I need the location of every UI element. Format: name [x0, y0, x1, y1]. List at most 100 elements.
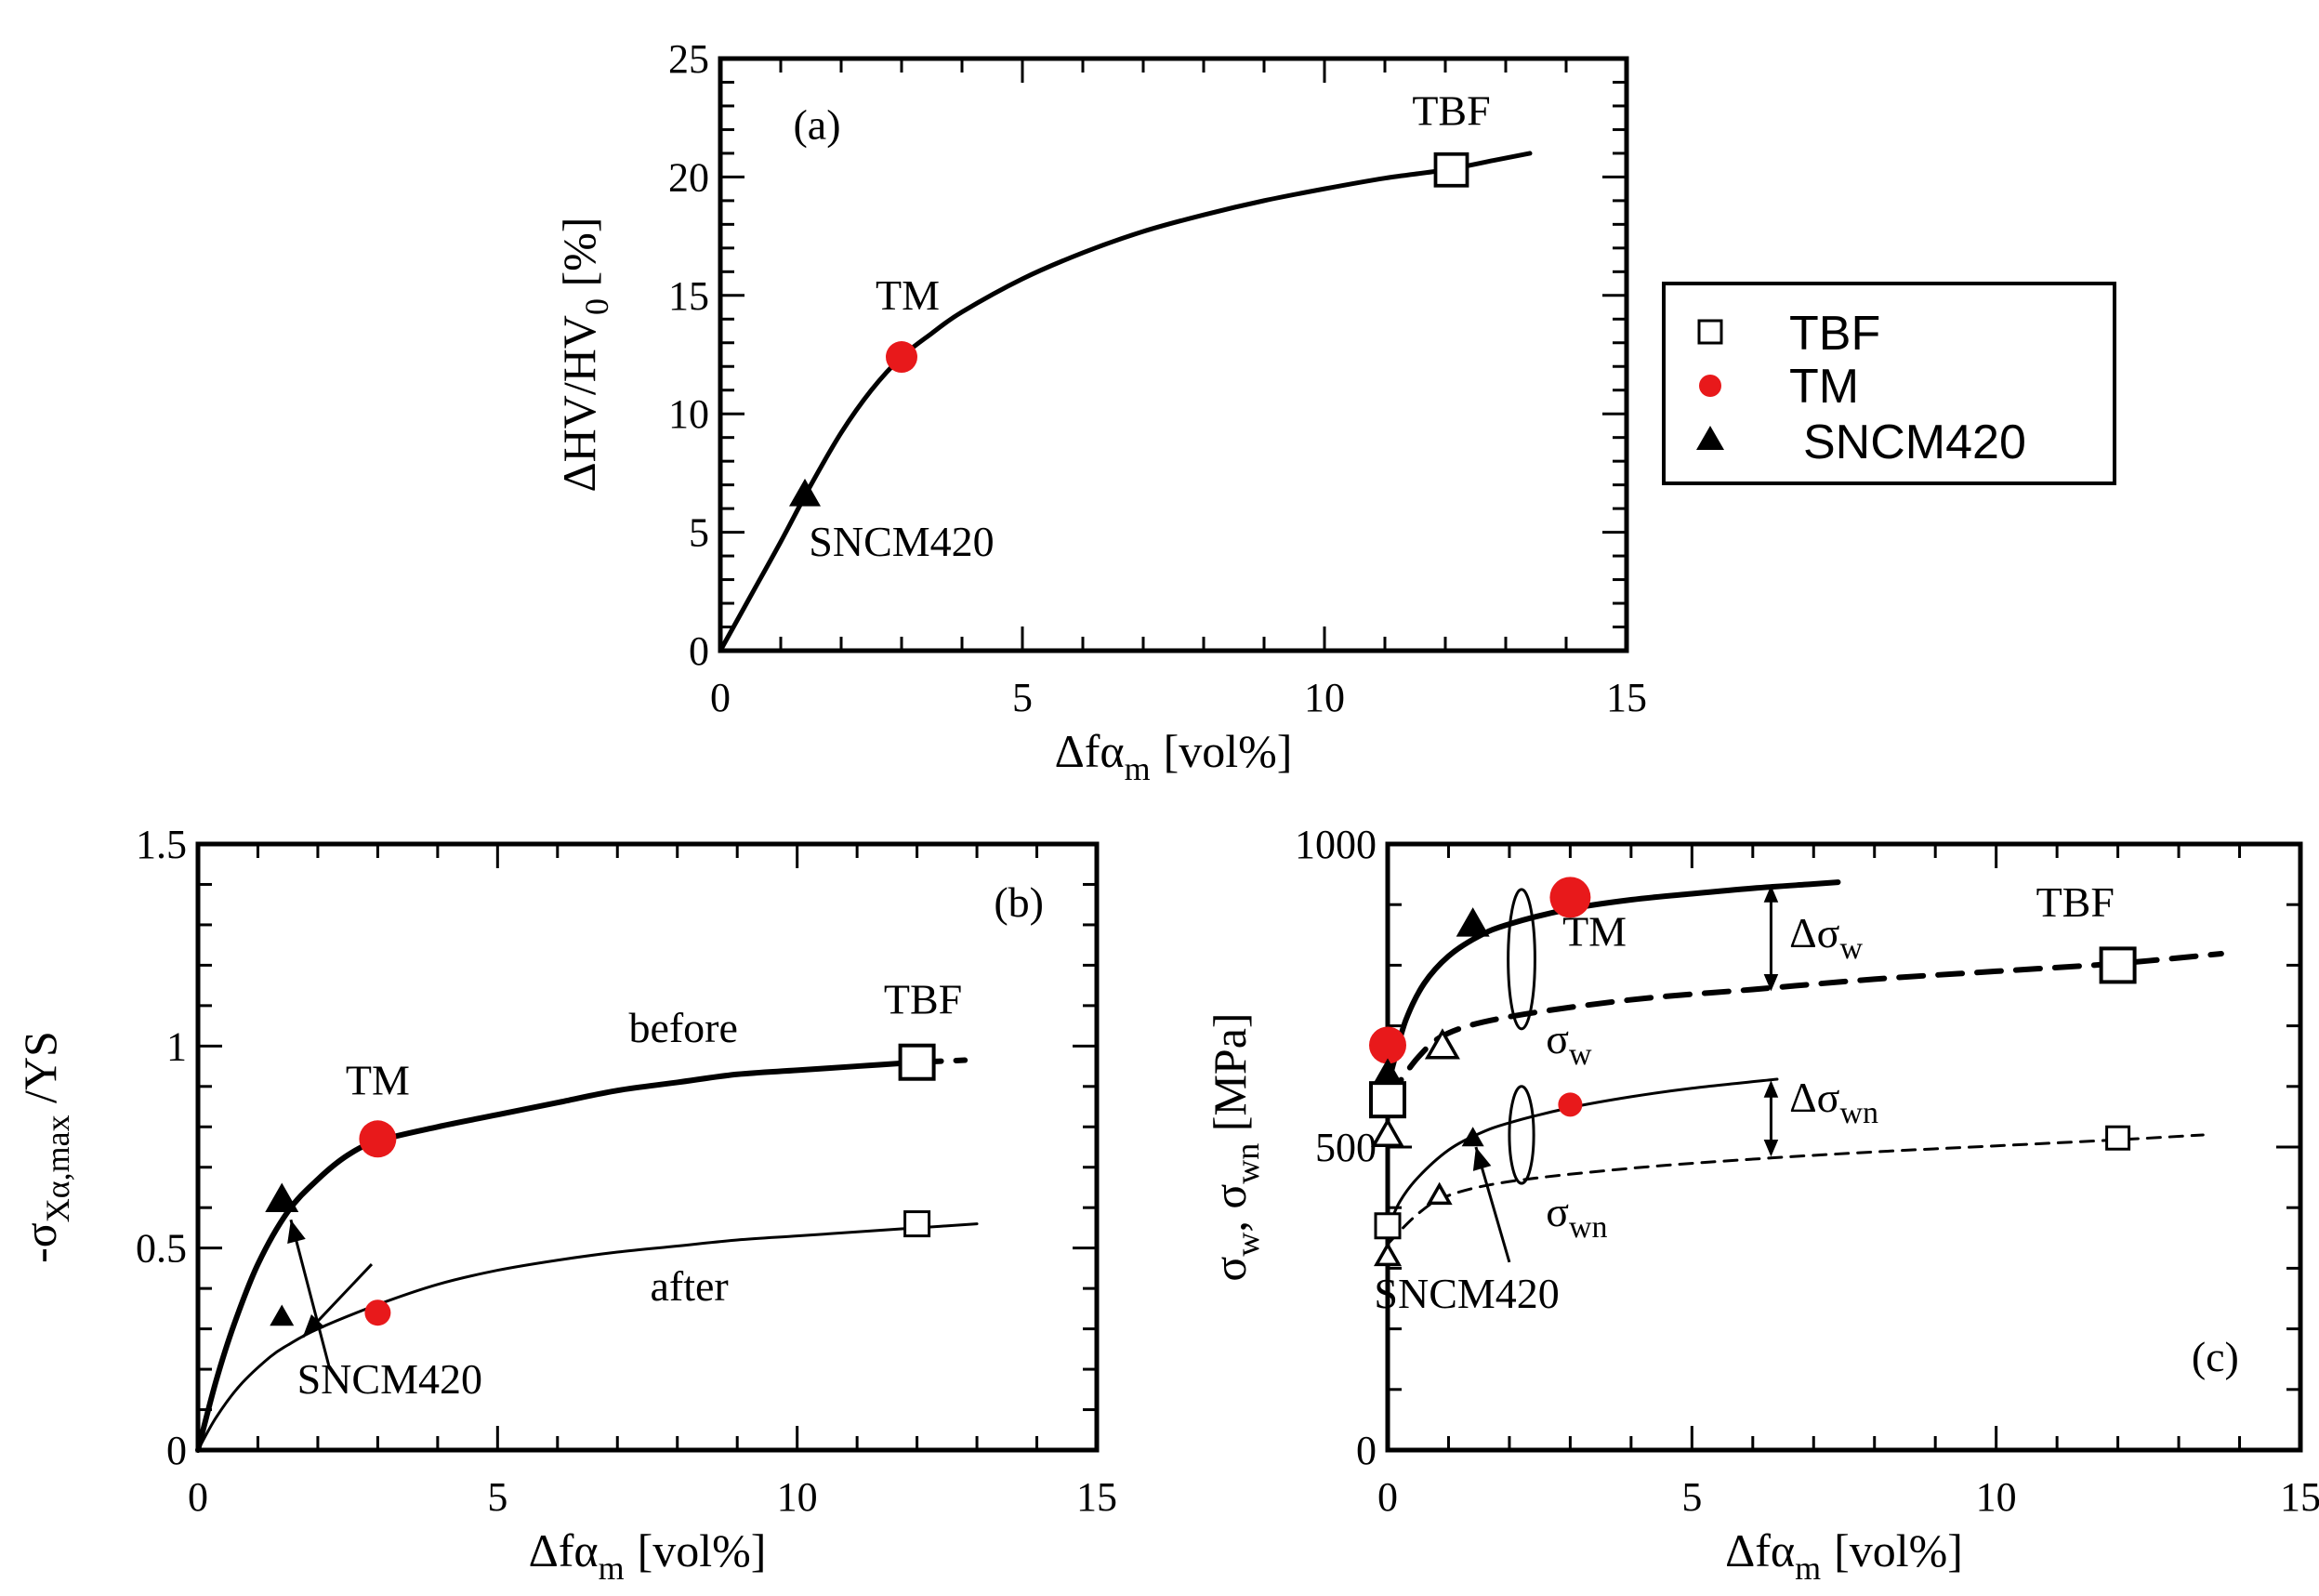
tbf-open-square-point: [898, 1043, 936, 1081]
legend-tbf-label: TBF: [1789, 307, 1880, 361]
annotation-sncm420: SNCM420: [1374, 1270, 1559, 1317]
tm-filled-circle-point: [1369, 1026, 1406, 1064]
annotation-tm: TM: [876, 271, 940, 319]
x-tick-label: 10: [1304, 675, 1345, 720]
legend-tm-marker: [1699, 375, 1721, 397]
x-axis-title: Δfαm [vol%]: [1055, 725, 1293, 787]
tm-filled-circle-point: [1549, 877, 1591, 918]
tm-filled-circle-point: [359, 1120, 397, 1158]
annotation-tm: TM: [1562, 908, 1627, 956]
x-tick-label: 15: [2280, 1474, 2319, 1520]
x-tick-label: 0: [1377, 1474, 1398, 1520]
plot-frame: [195, 841, 1100, 1453]
sncm420-filled-triangle-point: [789, 478, 821, 507]
y-tick-label: 5: [689, 510, 709, 556]
tbf-open-square-point: [1433, 152, 1469, 188]
delta-arrow-head: [1763, 974, 1779, 992]
panel-label: (b): [994, 878, 1044, 926]
y-tick-label: 1.5: [136, 822, 187, 867]
sncm420-filled-triangle-point: [265, 1182, 299, 1213]
legend: TBF TM SNCM420: [1662, 282, 2116, 485]
pointer-arrow-head: [287, 1220, 306, 1244]
panel-a-chart: 0 5 10 15 0 5 10 15 20 25 Δfαm [vol%] ΔHV/HV0 [%] TBF…: [553, 36, 1647, 787]
tbf-open-square-point: [1374, 1212, 1402, 1240]
sncm420-filled-triangle-point: [1456, 907, 1490, 937]
x-tick-label: 5: [1681, 1474, 1702, 1520]
annotation-after: after: [650, 1262, 728, 1310]
delta-arrow-head: [1763, 1140, 1779, 1157]
x-tick-label: 15: [1606, 675, 1647, 720]
fit-curve: [718, 151, 1533, 653]
x-tick-label: 5: [487, 1474, 507, 1520]
pointer-arrow-head: [302, 1313, 325, 1338]
x-axis-title: Δfαm [vol%]: [1725, 1524, 1963, 1587]
bracket-loop: [1507, 888, 1536, 1031]
subscript-label: σwn: [1546, 1188, 1607, 1245]
y-tick-label: 1000: [1295, 822, 1377, 867]
x-tick-label: 5: [1012, 675, 1033, 720]
panel-label: (a): [793, 101, 840, 149]
subscript-label: Δσwn: [1789, 1074, 1878, 1130]
subscript-label: σw: [1546, 1015, 1592, 1072]
sncm420-open-triangle-point: [1424, 1028, 1460, 1060]
y-tick-label: 1: [166, 1023, 187, 1069]
before-curve: [195, 1059, 920, 1453]
y-tick-label: 10: [668, 391, 709, 437]
legend-sncm420-label: SNCM420: [1803, 415, 2026, 469]
x-tick-label: 0: [710, 675, 731, 720]
tbf-open-square-point: [2099, 946, 2137, 984]
sigma_w-after-curve: [1385, 879, 1841, 1089]
y-axis-title: ΔHV/HV0 [%]: [553, 218, 615, 493]
x-tick-label: 10: [1976, 1474, 2017, 1520]
x-tick-label: 10: [777, 1474, 818, 1520]
sigma_wn-before-curve: [1386, 1133, 2205, 1246]
annotation-tbf: TBF: [1412, 86, 1490, 134]
x-tick-label: 0: [188, 1474, 208, 1520]
annotation-before: before: [628, 1004, 737, 1051]
y-tick-label: 20: [668, 154, 709, 200]
after-curve: [196, 1222, 979, 1452]
y-tick-label: 0: [689, 628, 709, 674]
y-tick-label: 0: [1356, 1428, 1377, 1473]
panel-label: (c): [2192, 1333, 2239, 1380]
subscript-label: Δσw: [1789, 909, 1863, 966]
legend-tbf-marker: [1697, 319, 1723, 345]
y-tick-label: 0: [166, 1428, 187, 1473]
delta-arrow-head: [1763, 885, 1779, 903]
annotation-sncm420: SNCM420: [297, 1355, 482, 1403]
annotation-tm: TM: [346, 1056, 410, 1103]
delta-arrow-head: [1763, 1080, 1779, 1098]
legend-sncm420-marker: [1696, 426, 1724, 450]
legend-box: [1662, 282, 2116, 485]
tbf-open-square-point: [903, 1210, 931, 1238]
tbf-open-square-point: [2105, 1125, 2131, 1151]
annotation-sncm420: SNCM420: [809, 518, 994, 565]
plot-frame: [718, 56, 1629, 653]
sncm420-filled-triangle-point: [270, 1304, 295, 1326]
sncm420-filled-triangle-point: [1461, 1127, 1484, 1147]
tm-filled-circle-point: [886, 341, 917, 374]
tm-filled-circle-point: [364, 1299, 391, 1326]
tm-filled-circle-point: [1558, 1092, 1583, 1117]
panel-b-chart: 0 5 10 15 0 0.5 1 1.5 Δfαm [vol%] -σXα,max /YS befo…: [14, 822, 1117, 1587]
sncm420-open-triangle-point: [1426, 1181, 1453, 1206]
y-tick-label: 15: [668, 273, 709, 319]
tbf-open-square-point: [1369, 1081, 1406, 1119]
legend-tm-label: TM: [1789, 360, 1859, 414]
sigma_wn-after-curve: [1386, 1077, 1779, 1231]
y-tick-label: 25: [668, 36, 709, 82]
x-axis-title: Δfαm [vol%]: [529, 1524, 767, 1587]
y-tick-label: 500: [1315, 1125, 1377, 1170]
y-axis-title: σw, σwn [MPa]: [1204, 1012, 1266, 1281]
panel-c-chart: 0 5 10 15 0 500 1000 Δfαm [vol%] σw, σwn [MPa] TM T…: [1204, 822, 2319, 1587]
bracket-loop: [1508, 1085, 1535, 1185]
sigma_w-before-curve: [1385, 951, 2224, 1103]
annotation-tbf: TBF: [884, 976, 962, 1023]
annotation-tbf: TBF: [2036, 878, 2115, 926]
sncm420-open-triangle-point: [1370, 1117, 1405, 1147]
x-tick-label: 15: [1076, 1474, 1117, 1520]
sncm420-filled-triangle-point: [1373, 1058, 1403, 1085]
sncm420-open-triangle-point: [1373, 1241, 1403, 1267]
pointer-arrow-head: [1472, 1147, 1492, 1171]
